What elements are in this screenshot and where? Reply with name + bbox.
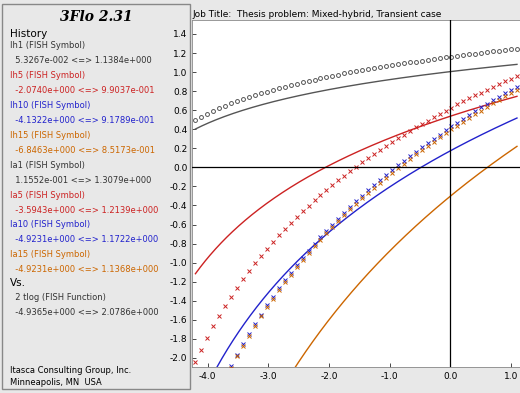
Text: 1.1552e-001 <=> 1.3079e+000: 1.1552e-001 <=> 1.3079e+000 bbox=[10, 176, 151, 185]
Text: Ih15 (FISH Symbol): Ih15 (FISH Symbol) bbox=[10, 131, 90, 140]
Text: Ia15 (FISH Symbol): Ia15 (FISH Symbol) bbox=[10, 250, 90, 259]
Text: -6.8463e+000 <=> 8.5173e-001: -6.8463e+000 <=> 8.5173e-001 bbox=[10, 146, 154, 155]
Text: -4.9231e+000 <=> 1.1368e+000: -4.9231e+000 <=> 1.1368e+000 bbox=[10, 265, 158, 274]
Text: Ih1 (FISH Symbol): Ih1 (FISH Symbol) bbox=[10, 41, 85, 50]
Text: -4.1322e+000 <=> 9.1789e-001: -4.1322e+000 <=> 9.1789e-001 bbox=[10, 116, 154, 125]
Text: Ia1 (FISH Symbol): Ia1 (FISH Symbol) bbox=[10, 161, 84, 170]
Text: Ia5 (FISH Symbol): Ia5 (FISH Symbol) bbox=[10, 191, 84, 200]
Text: -4.9231e+000 <=> 1.1722e+000: -4.9231e+000 <=> 1.1722e+000 bbox=[10, 235, 158, 244]
Text: Ih10 (FISH Symbol): Ih10 (FISH Symbol) bbox=[10, 101, 90, 110]
Text: Vs.: Vs. bbox=[10, 278, 25, 288]
Text: 2 tlog (FISH Function): 2 tlog (FISH Function) bbox=[10, 293, 106, 302]
Text: -2.0740e+000 <=> 9.9037e-001: -2.0740e+000 <=> 9.9037e-001 bbox=[10, 86, 154, 95]
Text: Minneapolis, MN  USA: Minneapolis, MN USA bbox=[10, 378, 101, 387]
Text: -3.5943e+000 <=> 1.2139e+000: -3.5943e+000 <=> 1.2139e+000 bbox=[10, 206, 158, 215]
Text: Ia10 (FISH Symbol): Ia10 (FISH Symbol) bbox=[10, 220, 90, 230]
Text: Itasca Consulting Group, Inc.: Itasca Consulting Group, Inc. bbox=[10, 366, 131, 375]
Text: 5.3267e-002 <=> 1.1384e+000: 5.3267e-002 <=> 1.1384e+000 bbox=[10, 56, 151, 65]
Text: 3Flo 2.31: 3Flo 2.31 bbox=[60, 10, 133, 24]
Text: History: History bbox=[10, 29, 47, 39]
Text: Ih5 (FISH Symbol): Ih5 (FISH Symbol) bbox=[10, 71, 85, 80]
Text: -4.9365e+000 <=> 2.0786e+000: -4.9365e+000 <=> 2.0786e+000 bbox=[10, 308, 158, 317]
Text: Job Title:  Thesis problem: Mixed-hybrid, Transient case: Job Title: Thesis problem: Mixed-hybrid,… bbox=[192, 10, 442, 19]
